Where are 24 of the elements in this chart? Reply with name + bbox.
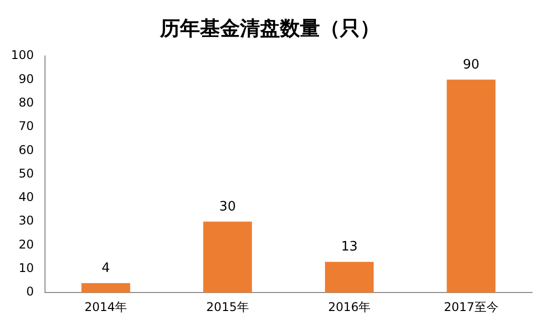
y-tick-label: 0: [26, 284, 34, 299]
bar: [81, 283, 130, 293]
x-tick-label: 2016年: [328, 300, 371, 314]
y-tick-label: 100: [11, 48, 34, 62]
data-label: 13: [341, 240, 358, 255]
x-tick-label: 2014年: [84, 300, 128, 314]
y-tick-label: 10: [18, 261, 34, 276]
y-tick-label: 30: [18, 214, 34, 228]
y-tick-label: 70: [18, 119, 34, 134]
y-tick-label: 80: [18, 95, 34, 110]
chart-title: 历年基金清盘数量（只）: [159, 18, 380, 40]
x-tick-label: 2015年: [206, 300, 249, 314]
bar: [324, 262, 374, 293]
data-label: 4: [102, 261, 110, 276]
x-tick-label: 2017至今: [444, 300, 498, 314]
data-label: 30: [219, 199, 236, 214]
y-tick-label: 60: [18, 142, 34, 157]
data-label: 90: [462, 58, 480, 73]
y-tick-label: 90: [18, 72, 34, 86]
y-tick-label: 50: [18, 166, 34, 180]
bar: [203, 222, 252, 293]
y-tick-label: 20: [18, 237, 34, 252]
y-tick-label: 40: [18, 190, 34, 204]
bar: [446, 80, 496, 293]
